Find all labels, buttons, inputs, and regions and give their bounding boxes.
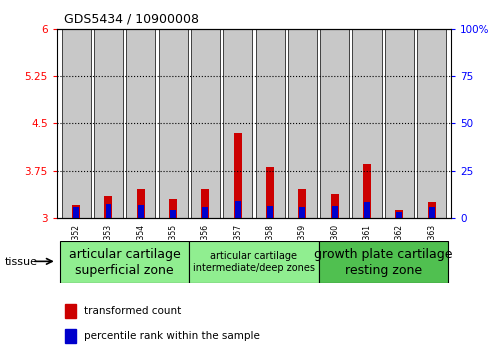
Bar [427, 202, 436, 218]
Bar [223, 29, 252, 218]
Text: transformed count: transformed count [84, 306, 181, 316]
Bar [318, 241, 448, 283]
Bar [106, 204, 111, 218]
Bar [332, 207, 338, 218]
Bar [364, 202, 370, 218]
Bar [429, 207, 435, 218]
Bar [137, 189, 145, 218]
Bar [105, 196, 112, 218]
Text: growth plate cartilage
resting zone: growth plate cartilage resting zone [314, 248, 453, 277]
Bar [395, 210, 403, 218]
Bar [191, 29, 220, 218]
Text: tissue: tissue [5, 257, 38, 267]
Bar [60, 241, 189, 283]
Bar [203, 207, 209, 218]
Bar [65, 329, 76, 343]
Bar [255, 29, 284, 218]
Bar [189, 241, 318, 283]
Bar [62, 29, 91, 218]
Bar [65, 304, 76, 318]
Text: GDS5434 / 10900008: GDS5434 / 10900008 [64, 13, 199, 26]
Bar [266, 167, 274, 218]
Bar [396, 212, 402, 218]
Bar [169, 199, 177, 218]
Bar [159, 29, 188, 218]
Text: articular cartilage
superficial zone: articular cartilage superficial zone [69, 248, 180, 277]
Bar [363, 164, 371, 218]
Bar [170, 210, 176, 218]
Bar [298, 189, 307, 218]
Bar [94, 29, 123, 218]
Bar [235, 201, 241, 218]
Bar [138, 205, 143, 218]
Bar [288, 29, 317, 218]
Bar [72, 205, 80, 218]
Bar [417, 29, 446, 218]
Bar [320, 29, 349, 218]
Text: percentile rank within the sample: percentile rank within the sample [84, 331, 260, 341]
Bar [201, 189, 210, 218]
Bar [331, 194, 339, 218]
Bar [352, 29, 382, 218]
Bar [73, 207, 79, 218]
Text: articular cartilage
intermediate/deep zones: articular cartilage intermediate/deep zo… [193, 251, 315, 273]
Bar [385, 29, 414, 218]
Bar [234, 133, 242, 218]
Bar [126, 29, 155, 218]
Bar [299, 207, 305, 218]
Bar [267, 205, 273, 218]
